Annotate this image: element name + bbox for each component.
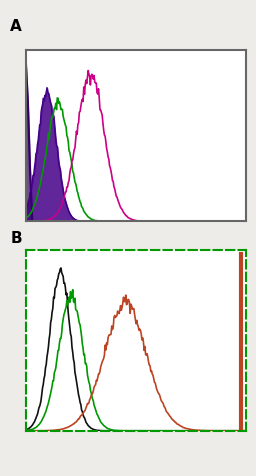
Text: A: A (10, 19, 22, 34)
Text: B: B (10, 231, 22, 246)
